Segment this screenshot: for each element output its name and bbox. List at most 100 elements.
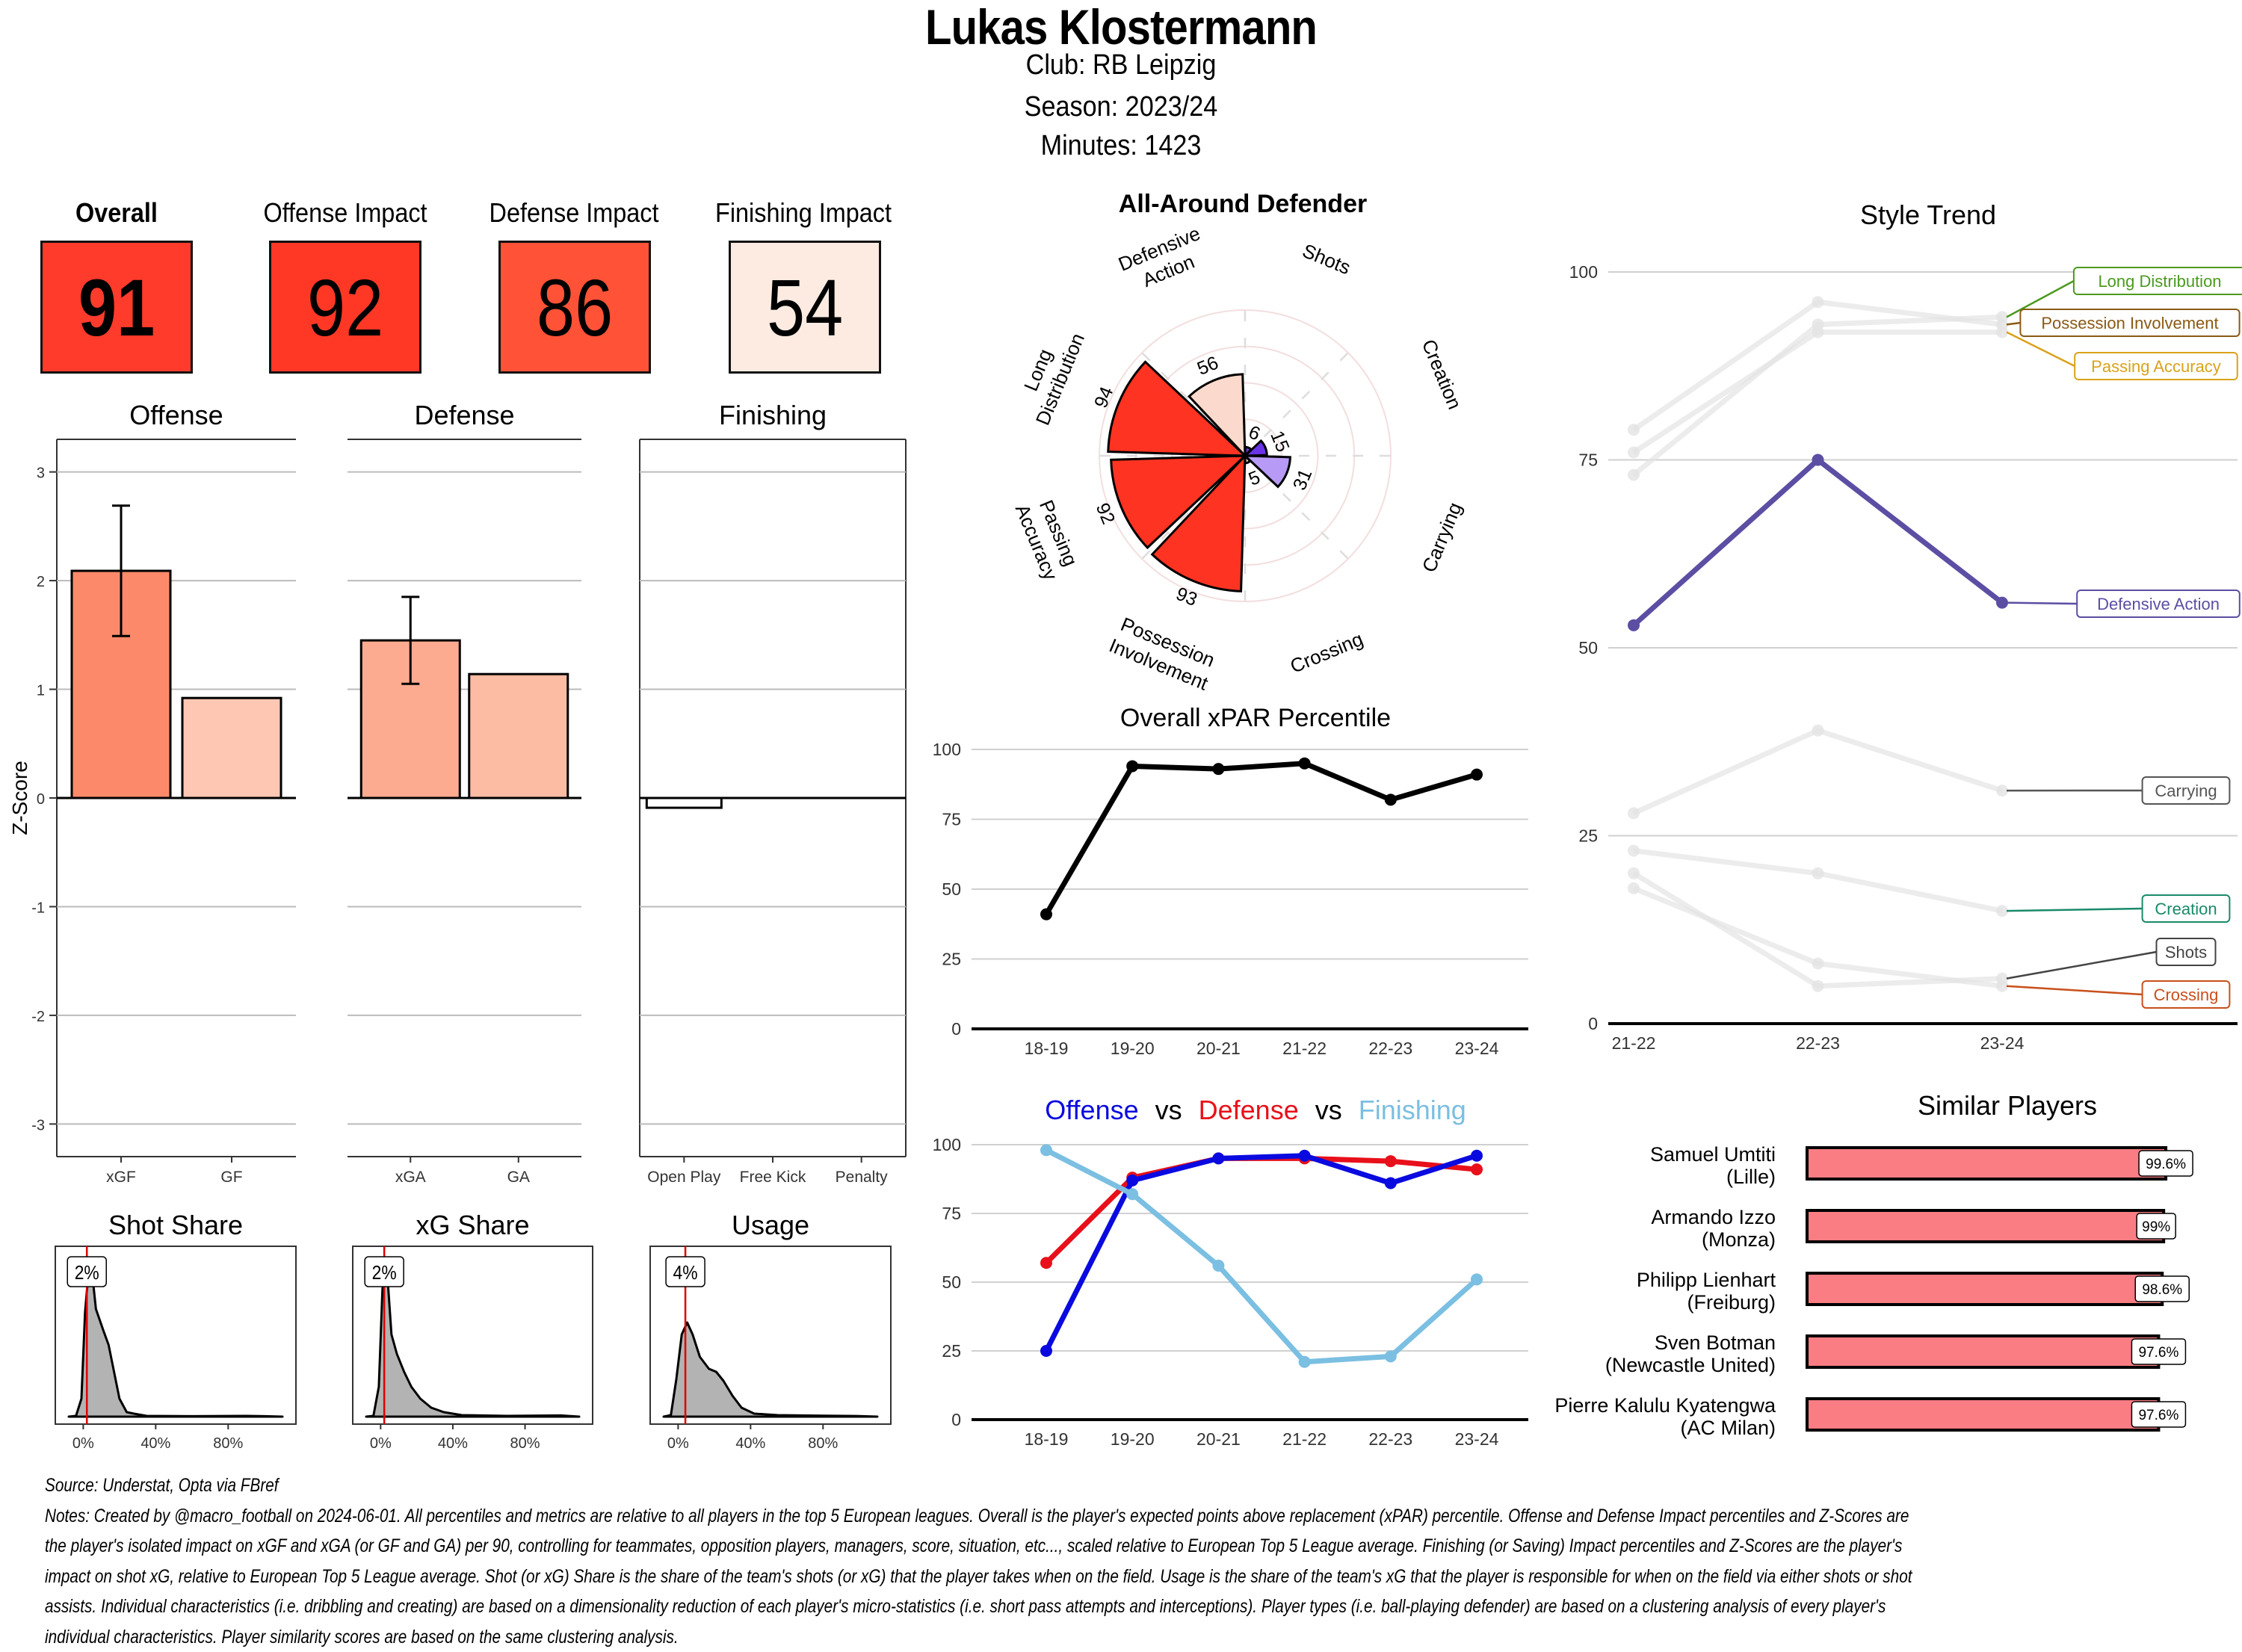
similarity-bar <box>1807 1210 2164 1242</box>
x-tick-label: 0% <box>370 1435 392 1452</box>
ovd-point <box>1126 1188 1138 1200</box>
x-tick-label: 40% <box>140 1435 170 1452</box>
ovd-title-part: Finishing <box>1359 1095 1466 1125</box>
bar-gf <box>182 698 281 798</box>
ovd-point <box>1040 1257 1052 1269</box>
similar-player-name: Philipp Lienhart <box>1637 1269 1776 1291</box>
style-point <box>1996 905 2008 917</box>
radar-category-label: LongDistribution <box>1009 321 1089 428</box>
style-point <box>1996 597 2008 609</box>
similar-player-name: Armando Izzo <box>1651 1206 1776 1228</box>
xpar-point <box>1471 769 1483 781</box>
notes-line: impact on shot xG, relative to European … <box>45 1562 1856 1592</box>
style-label-connector <box>2007 986 2143 994</box>
style-series-shots: Shots <box>1628 867 2216 992</box>
y-tick-label: 75 <box>1578 451 1598 470</box>
x-tick-label: 20-21 <box>1196 1429 1241 1449</box>
notes-line: the player's isolated impact on xGF and … <box>45 1531 1856 1562</box>
panel-title: xG Share <box>416 1210 529 1240</box>
ovd-point <box>1126 1175 1138 1187</box>
x-tick-label: 19-20 <box>1111 1429 1155 1449</box>
style-point <box>1628 446 1640 458</box>
y-tick-label: 75 <box>942 810 961 829</box>
xpar-point <box>1385 793 1397 805</box>
y-tick-label: -3 <box>31 1117 45 1133</box>
similar-player-name: Pierre Kalulu Kyatengwa <box>1554 1394 1776 1417</box>
radar-category-label: Creation <box>1418 336 1466 412</box>
style-label-connector <box>2007 332 2075 366</box>
radar-category-label: DefensiveAction <box>1115 222 1213 298</box>
ovd-point <box>1040 1144 1052 1156</box>
style-label: Possession Involvement <box>2041 314 2218 332</box>
x-tick-label: 23-24 <box>1455 1429 1499 1449</box>
style-point <box>1812 326 1824 338</box>
style-point <box>1628 619 1640 631</box>
y-tick-label: 0 <box>951 1410 961 1429</box>
y-tick-label: 0 <box>37 791 45 808</box>
density-curve <box>664 1322 877 1417</box>
similar-player-name: Sven Botman <box>1655 1331 1776 1354</box>
ovd-point <box>1385 1178 1397 1189</box>
similarity-label: 98.6% <box>2142 1282 2182 1298</box>
style-line <box>1634 317 2002 474</box>
radar-value-label: 31 <box>1289 466 1317 493</box>
radar-value-label: 93 <box>1173 584 1200 611</box>
style-label: Passing Accuracy <box>2091 357 2221 376</box>
similar-player-row: Philipp Lienhart(Freiburg)98.6% <box>1637 1269 2189 1314</box>
style-point <box>1628 469 1640 481</box>
panel-title: Defense <box>414 400 514 430</box>
style-label-connector <box>2007 909 2143 911</box>
x-tick-label: 18-19 <box>1025 1429 1069 1449</box>
ovd-line-finishing <box>1046 1150 1477 1361</box>
bar-open-play <box>646 798 721 808</box>
style-point <box>1812 958 1824 970</box>
similar-player-club: (Lille) <box>1726 1166 1776 1188</box>
similarity-bar <box>1807 1273 2162 1305</box>
x-tick-label: GF <box>220 1169 242 1186</box>
x-tick-label: 23-24 <box>1980 1033 2025 1053</box>
radar-category-label: PassingAccuracy <box>1011 492 1084 584</box>
radar-chart: All-Around Defender6Shots15Creation31Car… <box>1009 190 1466 695</box>
bar-ga <box>469 674 568 798</box>
notes-line: Notes: Created by @macro_football on 202… <box>45 1501 1856 1532</box>
xpar-line <box>1046 764 1477 915</box>
y-tick-label: 0 <box>1588 1014 1598 1033</box>
x-tick-label: GA <box>507 1169 530 1186</box>
y-tick-label: 25 <box>942 1341 961 1361</box>
footer: Source: Understat, Opta via FBref Notes:… <box>45 1470 2227 1652</box>
style-label: Carrying <box>2155 782 2217 800</box>
style-point <box>1628 424 1640 436</box>
xpar-point <box>1299 758 1311 770</box>
style-label: Long Distribution <box>2098 272 2221 291</box>
panel-title: Usage <box>732 1210 809 1240</box>
x-tick-label: 80% <box>808 1435 838 1452</box>
similar-title: Similar Players <box>1918 1090 2097 1121</box>
similarity-label: 99.6% <box>2146 1157 2186 1172</box>
y-tick-label: 100 <box>1569 262 1598 282</box>
ovd-point <box>1471 1273 1483 1285</box>
y-tick-label: 50 <box>942 1272 961 1292</box>
x-tick-label: 80% <box>213 1435 243 1452</box>
style-title: Style Trend <box>1860 199 1996 230</box>
style-point <box>1628 882 1640 894</box>
style-line <box>1634 460 2002 625</box>
similarity-label: 99% <box>2142 1219 2170 1235</box>
style-line <box>1634 888 2002 986</box>
x-tick-label: 19-20 <box>1111 1039 1155 1058</box>
radar-category-label: Carrying <box>1418 499 1466 575</box>
style-series-carrying: Carrying <box>1628 725 2229 820</box>
ovd-point <box>1212 1152 1224 1164</box>
ovd-point <box>1212 1260 1224 1272</box>
x-tick-label: 80% <box>510 1435 540 1452</box>
y-axis-label: Z-Score <box>8 761 31 835</box>
x-tick-label: Free Kick <box>740 1169 806 1186</box>
ovd-point <box>1385 1350 1397 1362</box>
style-series-crossing: Crossing <box>1628 882 2229 1008</box>
value-label: 4% <box>673 1263 698 1284</box>
